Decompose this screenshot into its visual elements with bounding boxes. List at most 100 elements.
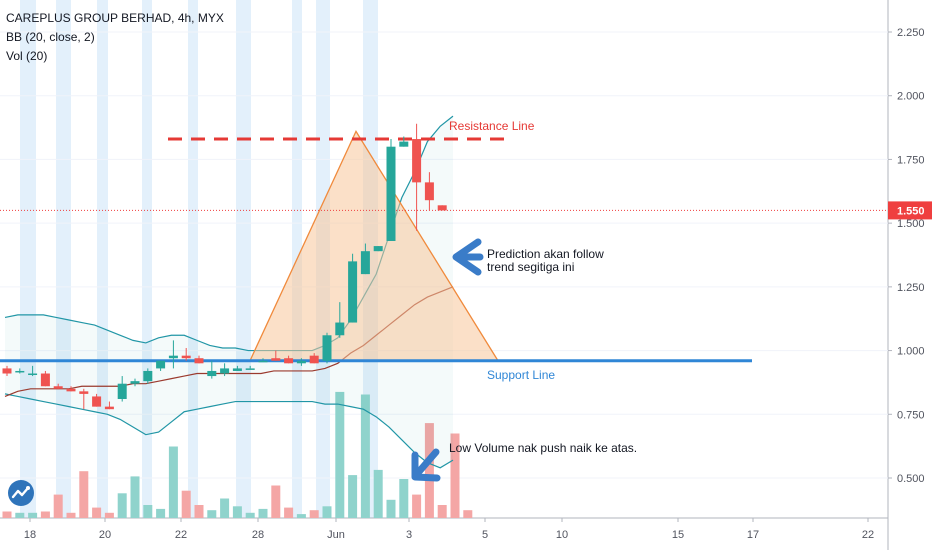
candle-body <box>207 370 217 377</box>
time-tick-label: 28 <box>252 529 264 541</box>
candle-body <box>194 358 204 364</box>
candle-body <box>309 355 319 364</box>
volume-bar <box>437 505 447 518</box>
price-tick-label: 1.250 <box>897 282 925 294</box>
time-tick-label: 20 <box>99 529 111 541</box>
candle-body <box>92 396 102 407</box>
volume-bar <box>412 494 422 518</box>
vol-indicator-label[interactable]: Vol (20) <box>6 49 48 63</box>
highlight-stripe <box>20 0 36 518</box>
highlight-stripe <box>142 0 152 518</box>
volume-note: Low Volume nak push naik ke atas. <box>449 441 638 455</box>
volume-bar <box>284 507 294 518</box>
arrow-down-left-icon <box>411 448 441 482</box>
time-tick-label: 18 <box>24 529 36 541</box>
candle-body <box>130 381 140 384</box>
candle-body <box>335 322 345 336</box>
candle-body <box>296 360 306 364</box>
time-tick-label: 22 <box>862 529 874 541</box>
volume-bar <box>168 446 178 518</box>
price-tick-label: 0.750 <box>897 409 925 421</box>
annotation-arrows <box>411 238 484 482</box>
volume-bar <box>399 479 409 518</box>
price-tick-label: 2.000 <box>897 91 925 103</box>
volume-bar <box>373 469 383 518</box>
candle-body <box>2 368 12 374</box>
time-tick-label: 3 <box>406 529 412 541</box>
bb-indicator-label[interactable]: BB (20, close, 2) <box>6 30 95 44</box>
candle-body <box>220 368 230 374</box>
candle-body <box>360 251 370 275</box>
candle-body <box>143 370 153 382</box>
volume-bar <box>207 510 217 518</box>
arrow-down-left-shaft <box>413 448 440 478</box>
volume-bar <box>28 512 38 518</box>
current-price-tag: 1.550 <box>888 201 932 220</box>
volume-bar <box>143 505 153 518</box>
volume-bar <box>245 512 255 518</box>
candle-body <box>322 335 332 361</box>
candle-body <box>79 391 89 394</box>
volume-bar <box>335 391 345 518</box>
volume-bar <box>424 423 434 518</box>
candle-body <box>348 261 358 323</box>
support-label: Support Line <box>487 368 556 382</box>
price-tick-label: 2.250 <box>897 27 925 39</box>
resistance-label: Resistance Line <box>449 119 535 133</box>
candle-body <box>181 355 191 359</box>
volume-bar <box>2 511 12 518</box>
price-tick-label: 1.750 <box>897 154 925 166</box>
candle-body <box>104 406 114 410</box>
volume-bar <box>463 510 473 518</box>
volume-bar <box>450 433 460 518</box>
highlight-stripe <box>97 0 108 518</box>
prediction-note-line1: Prediction akan follow <box>487 247 604 261</box>
volume-bar <box>348 475 358 518</box>
time-tick-label: 17 <box>747 529 759 541</box>
volume-bar <box>181 490 191 518</box>
symbol-title[interactable]: CAREPLUS GROUP BERHAD, 4h, MYX <box>6 11 224 25</box>
volume-bar <box>232 506 242 518</box>
volume-bars <box>2 391 473 518</box>
candle-body <box>258 360 268 363</box>
price-tick-label: 0.500 <box>897 473 925 485</box>
candle-body <box>386 146 396 241</box>
tradingview-logo-icon[interactable] <box>8 480 34 506</box>
logo-glyph <box>11 486 30 499</box>
candle-body <box>156 360 166 369</box>
time-tick-label: 22 <box>175 529 187 541</box>
candle-body <box>168 355 178 359</box>
candle-body <box>66 388 76 392</box>
highlight-stripe <box>56 0 71 518</box>
price-tick-label: 1.000 <box>897 346 925 358</box>
candle-body <box>53 386 63 389</box>
highlight-stripe <box>188 0 198 518</box>
candle-body <box>373 246 383 252</box>
candle-body <box>412 139 422 183</box>
price-tick-label: 1.500 <box>897 218 925 230</box>
price-tag-text: 1.550 <box>897 205 925 217</box>
volume-bar <box>309 510 319 518</box>
volume-bar <box>322 506 332 518</box>
time-axis: 18 20 22 28 Jun 3 5 10 15 17 22 <box>0 517 888 541</box>
arrow-down-left-head <box>411 451 441 482</box>
prediction-note-line2: trend segitiga ini <box>487 260 575 274</box>
candle-body <box>245 368 255 370</box>
volume-bar <box>92 507 102 518</box>
candle-body <box>40 373 50 387</box>
candle-body <box>15 370 25 373</box>
candle-body <box>424 182 434 201</box>
volume-bar <box>66 512 76 518</box>
candle-body <box>271 358 281 361</box>
volume-bar <box>79 471 89 518</box>
candle-body <box>232 368 242 371</box>
time-tick-label: 5 <box>482 529 488 541</box>
bb-fill <box>5 116 453 468</box>
volume-bar <box>53 494 63 518</box>
volume-bar <box>296 514 306 518</box>
volume-bar <box>194 505 204 518</box>
volume-bar <box>117 493 127 518</box>
